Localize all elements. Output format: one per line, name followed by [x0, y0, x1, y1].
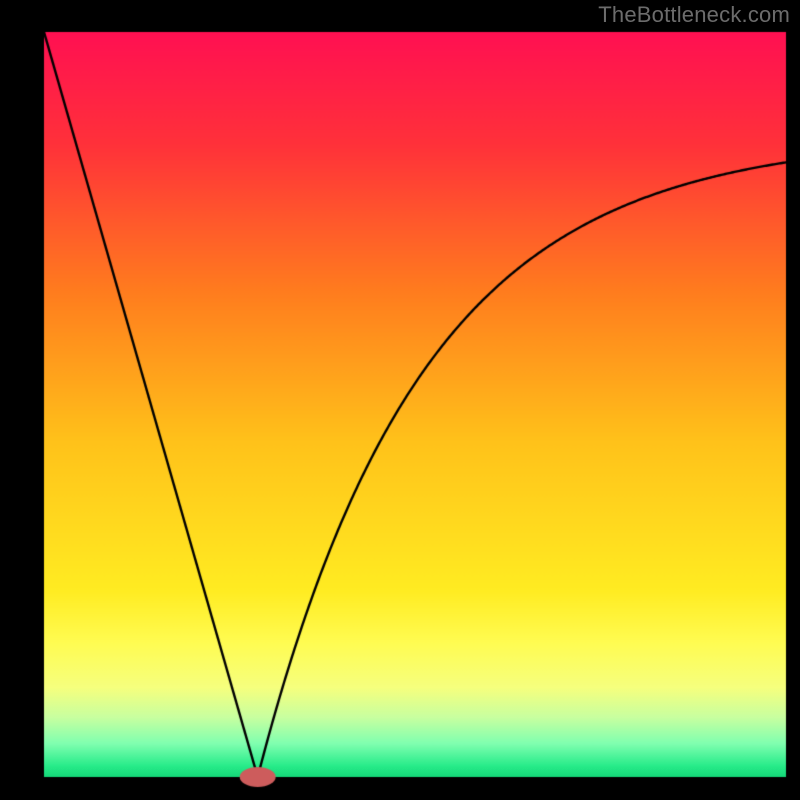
watermark-text: TheBottleneck.com — [598, 2, 790, 28]
bottleneck-chart-canvas — [0, 0, 800, 800]
chart-container: TheBottleneck.com — [0, 0, 800, 800]
